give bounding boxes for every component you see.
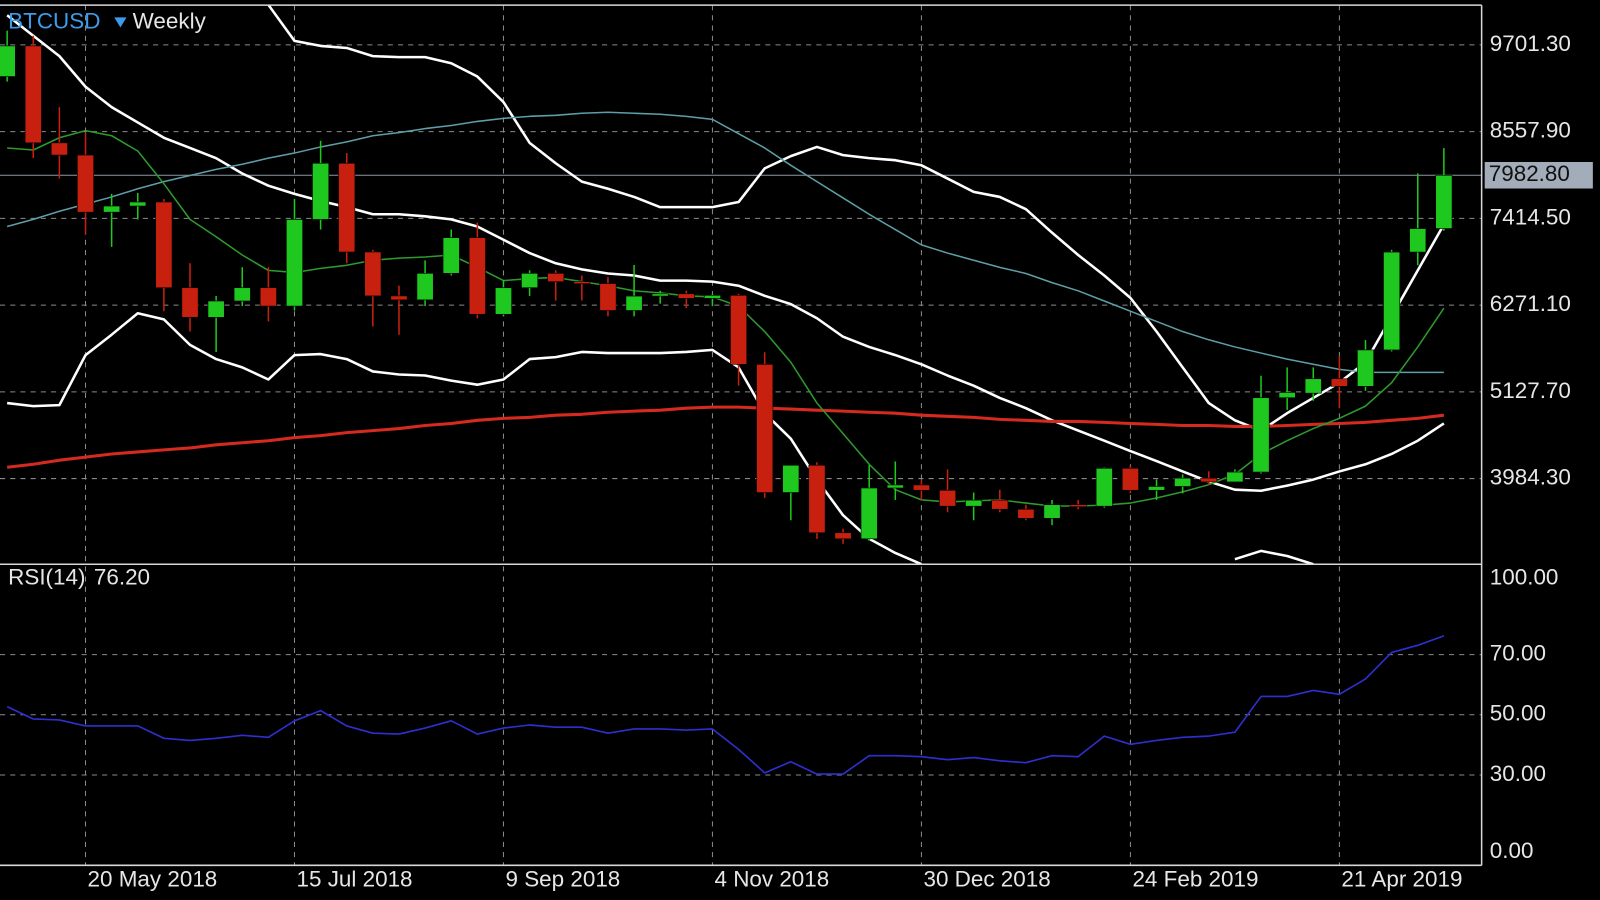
- y-tick-label: 9701.30: [1490, 31, 1571, 56]
- y-tick-label: 50.00: [1490, 701, 1546, 726]
- candle-body: [233, 287, 251, 302]
- x-tick-label: 20 May 2018: [88, 867, 218, 892]
- rsi-panel: [6, 635, 1445, 775]
- y-tick-label: 5127.70: [1490, 378, 1571, 403]
- candle-body: [991, 499, 1009, 510]
- candle-body: [155, 201, 173, 289]
- symbol-dropdown[interactable]: [114, 17, 127, 28]
- candle-body: [677, 293, 695, 299]
- candle-body: [834, 532, 852, 540]
- candle-body: [1383, 251, 1401, 351]
- candle-body: [338, 162, 356, 253]
- candle-body: [625, 295, 643, 311]
- y-tick-label: 0.00: [1490, 838, 1534, 863]
- candle-body: [599, 283, 617, 311]
- candle-body: [286, 219, 303, 307]
- candle-body: [782, 464, 800, 493]
- candle-body: [1435, 174, 1453, 229]
- candle-body: [1069, 504, 1087, 508]
- rsi-name: RSI(14): [8, 564, 85, 589]
- candle-body: [1330, 378, 1348, 387]
- candle-body: [1017, 508, 1035, 519]
- candle-body: [468, 237, 486, 315]
- last-price-label: 7982.80: [1489, 161, 1570, 186]
- candle-body: [1043, 504, 1061, 519]
- candle-body: [207, 300, 225, 318]
- candle-body: [416, 273, 434, 301]
- y-tick-label: 3984.30: [1490, 464, 1571, 489]
- candle-body: [939, 489, 957, 507]
- rsi-line: [6, 635, 1445, 775]
- price-panel: [0, 5, 1453, 565]
- candle-body: [1357, 349, 1374, 387]
- candle-body: [259, 287, 277, 307]
- y-tick-label: 7414.50: [1490, 204, 1571, 229]
- candle-body: [703, 295, 721, 299]
- candle-body: [1200, 477, 1218, 483]
- y-tick-label: 100.00: [1490, 564, 1559, 589]
- indicator-line: [6, 111, 1444, 374]
- candle-body: [77, 154, 94, 213]
- candle-body: [181, 287, 199, 318]
- rsi-value: 76.20: [94, 564, 150, 589]
- candle-body: [912, 484, 930, 491]
- x-tick-label: 24 Feb 2019: [1132, 867, 1258, 892]
- candle-body: [1095, 467, 1113, 507]
- last-price-box: [1484, 161, 1593, 189]
- candle-body: [1252, 397, 1270, 473]
- candle-body: [547, 273, 565, 282]
- candle-body: [1174, 477, 1192, 487]
- x-tick-label: 4 Nov 2018: [714, 867, 829, 892]
- indicator-line: [6, 405, 1445, 469]
- candle-body: [886, 484, 904, 489]
- label-layer: 3984.30 5127.70 6271.10 7414.50 8557.90 9701.…: [88, 31, 1593, 892]
- candle-body: [50, 142, 68, 156]
- x-tick-label: 30 Dec 2018: [923, 867, 1050, 892]
- x-tick-label: 21 Apr 2019: [1341, 867, 1462, 892]
- candle-body: [1409, 228, 1427, 253]
- y-tick-label: 8557.90: [1490, 118, 1571, 143]
- candle-body: [442, 237, 460, 274]
- candle-body: [521, 273, 539, 289]
- candle-body: [860, 487, 878, 540]
- candle-body: [730, 295, 748, 365]
- x-tick-label: 9 Sep 2018: [506, 867, 621, 892]
- symbol[interactable]: BTCUSD: [8, 8, 100, 33]
- candle-body: [965, 499, 983, 507]
- y-tick-label: 30.00: [1490, 761, 1546, 786]
- candle-body: [312, 162, 330, 220]
- candle-body: [1304, 378, 1322, 394]
- candle-body: [573, 281, 591, 285]
- indicator-line: [7, 129, 1445, 507]
- candle-body: [756, 364, 774, 493]
- candle-body: [1121, 467, 1139, 491]
- candle-body: [24, 45, 42, 144]
- candle-body: [494, 287, 512, 315]
- candle-body: [808, 464, 826, 534]
- x-tick-label: 15 Jul 2018: [297, 867, 413, 892]
- period[interactable]: Weekly: [133, 8, 207, 33]
- y-tick-label: 70.00: [1490, 641, 1546, 666]
- candle-body: [129, 201, 147, 207]
- candle-body: [0, 45, 16, 77]
- candle-body: [390, 295, 408, 301]
- candle-body: [1226, 471, 1244, 483]
- candle-body: [364, 251, 382, 297]
- candle-body: [651, 293, 669, 297]
- candle-body: [1148, 486, 1166, 491]
- candle-body: [1278, 392, 1296, 399]
- candle-body: [103, 205, 121, 213]
- y-tick-label: 6271.10: [1490, 291, 1571, 316]
